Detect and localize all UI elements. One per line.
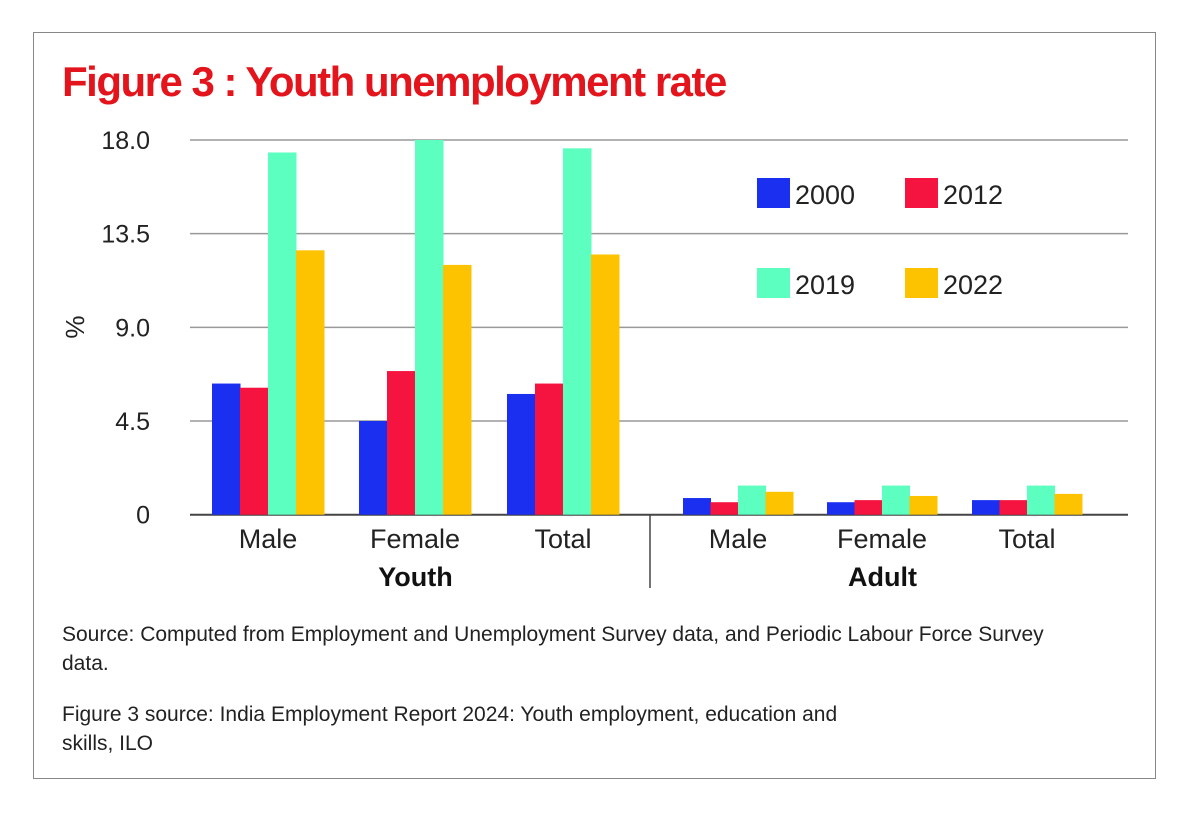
x-category-label: Total xyxy=(534,524,591,554)
bar-2019-adult-female xyxy=(882,485,910,515)
y-axis-label: % xyxy=(60,315,90,338)
bar-2019-youth-female xyxy=(415,140,444,515)
legend-label: 2022 xyxy=(943,270,1003,300)
x-group-label: Youth xyxy=(378,562,452,592)
bar-2019-youth-male xyxy=(268,152,297,515)
bar-2012-adult-male xyxy=(710,502,739,515)
bar-2012-adult-total xyxy=(999,500,1028,515)
bar-2000-youth-total xyxy=(507,393,536,515)
x-group-label: Adult xyxy=(848,562,917,592)
legend-swatch-2022 xyxy=(905,268,938,298)
x-category-label: Female xyxy=(837,524,927,554)
bar-2022-youth-female xyxy=(443,264,472,515)
bar-2019-adult-total xyxy=(1027,485,1055,515)
bar-2012-youth-total xyxy=(535,383,564,515)
legend-swatch-2019 xyxy=(757,268,790,298)
bar-2019-adult-male xyxy=(738,485,766,515)
bar-2022-youth-total xyxy=(591,254,620,515)
bar-2022-adult-total xyxy=(1054,493,1083,515)
x-category-label: Female xyxy=(370,524,460,554)
figure-source-note: Figure 3 source: India Employment Report… xyxy=(62,703,838,755)
bar-2022-adult-male xyxy=(765,491,794,515)
legend-swatch-2000 xyxy=(757,178,790,208)
bar-2019-youth-total xyxy=(563,148,592,515)
y-tick-label: 9.0 xyxy=(115,314,150,342)
bar-2000-adult-total xyxy=(972,500,1000,515)
x-category-label: Male xyxy=(709,524,768,554)
y-tick-label: 4.5 xyxy=(115,408,150,436)
bar-2022-youth-male xyxy=(296,250,325,515)
bar-2000-youth-female xyxy=(359,421,388,515)
x-category-label: Male xyxy=(239,524,298,554)
bar-2012-adult-female xyxy=(854,500,883,515)
bar-2000-adult-male xyxy=(683,498,711,515)
figure-frame xyxy=(33,32,1156,779)
bar-2000-youth-male xyxy=(212,383,241,515)
y-tick-label: 0 xyxy=(136,502,150,530)
y-tick-label: 18.0 xyxy=(101,127,150,155)
source-note: Source: Computed from Employment and Une… xyxy=(62,623,1044,675)
legend-label: 2019 xyxy=(795,270,855,300)
legend-label: 2012 xyxy=(943,180,1003,210)
bar-2012-youth-female xyxy=(387,371,416,515)
bar-2022-adult-female xyxy=(909,495,938,515)
legend-swatch-2012 xyxy=(905,178,938,208)
y-tick-label: 13.5 xyxy=(101,221,150,249)
legend-label: 2000 xyxy=(795,180,855,210)
x-category-label: Total xyxy=(998,524,1055,554)
chart-title: Figure 3 : Youth unemployment rate xyxy=(62,58,727,105)
bar-2000-adult-female xyxy=(827,502,855,515)
bar-2012-youth-male xyxy=(240,387,269,515)
